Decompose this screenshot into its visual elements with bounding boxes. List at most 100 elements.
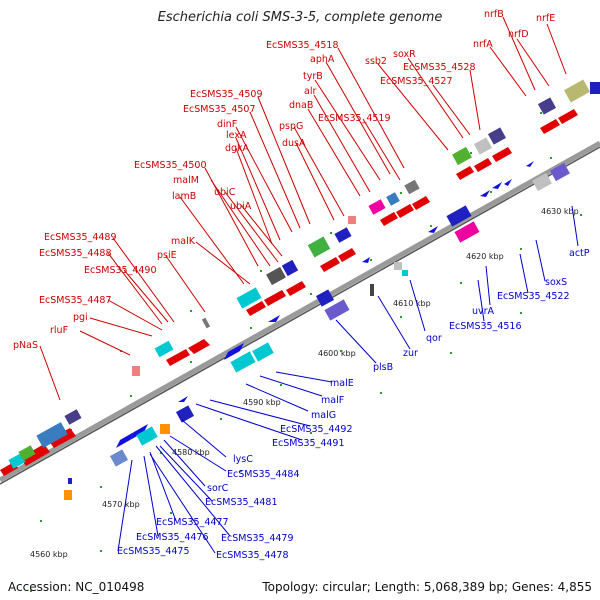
gene-block (452, 146, 472, 166)
gene-arrow (166, 349, 190, 366)
gene-label-dusA: dusA (282, 138, 306, 149)
gene-block (324, 299, 350, 321)
gene-arrow (246, 301, 266, 316)
gene-label-EcSMS35_4509: EcSMS35_4509 (190, 89, 263, 100)
gene-label-soxR: soxR (393, 49, 416, 60)
gene-block (386, 192, 400, 206)
gene-arrow (362, 257, 370, 263)
gene-label-nrfD: nrfD (508, 29, 529, 40)
gene-label-EcSMS35_4481: EcSMS35_4481 (205, 497, 278, 508)
gene-block (590, 82, 600, 94)
gene-block (307, 236, 331, 258)
gene-label-malG: malG (311, 410, 336, 421)
gene-arrow (380, 212, 398, 226)
gene-label-EcSMS35_4507: EcSMS35_4507 (183, 104, 256, 115)
gene-label-EcSMS35_4492: EcSMS35_4492 (280, 424, 353, 435)
gene-block (473, 137, 493, 155)
figure-title: Escherichia coli SMS-3-5, complete genom… (157, 10, 443, 25)
topology-footer: Topology: circular; Length: 5,068,389 bp… (262, 580, 592, 594)
gene-label-EcSMS35_4490: EcSMS35_4490 (84, 265, 157, 276)
gene-block (550, 162, 570, 182)
gene-label-ubiC: ubiC (214, 187, 236, 198)
gene-arrow (116, 432, 134, 448)
forward-strand-genes (0, 79, 600, 476)
gene-label-lamB: lamB (172, 191, 196, 202)
gene-block (402, 270, 408, 276)
gene-label-malF: malF (321, 395, 344, 406)
gene-block (368, 199, 386, 215)
gene-block (36, 422, 68, 448)
genome-backbone (0, 140, 600, 483)
gene-arrow (540, 119, 560, 134)
gene-block (154, 340, 174, 358)
forward-gene-labels: nrfB nrfE nrfD nrfA EcSMS35_4518 soxR ap… (13, 9, 555, 351)
gene-label-EcSMS35_4500: EcSMS35_4500 (134, 160, 207, 171)
gene-label-pspG: pspG (279, 121, 303, 132)
gene-arrow (268, 315, 280, 322)
gene-label-dgkA: dgkA (225, 143, 250, 154)
coord-4570: 4570 kbp (102, 500, 140, 509)
gene-label-pNaS: pNaS (13, 340, 38, 351)
gene-arrow (526, 161, 534, 167)
gene-label-EcSMS35_4475: EcSMS35_4475 (117, 546, 190, 557)
reverse-strand-genes (64, 161, 570, 500)
gene-arrow (20, 444, 50, 466)
gene-label-EcSMS35_4484: EcSMS35_4484 (227, 469, 300, 480)
gene-label-EcSMS35_4476: EcSMS35_4476 (136, 532, 209, 543)
gene-label-EcSMS35_4528: EcSMS35_4528 (403, 62, 476, 73)
gene-label-alr: alr (304, 86, 316, 97)
gene-label-EcSMS35_4518: EcSMS35_4518 (266, 40, 339, 51)
gene-label-EcSMS35_4491: EcSMS35_4491 (272, 438, 345, 449)
gene-arrow (286, 281, 306, 296)
coordinate-labels: 4560 kbp 4570 kbp 4580 kbp 4590 kbp 4600… (30, 207, 579, 559)
gene-label-ubiA: ubiA (230, 201, 252, 212)
gene-block (252, 342, 274, 362)
gene-block (266, 266, 286, 286)
gene-arrow (48, 428, 76, 448)
gene-label-sorC: sorC (207, 483, 229, 494)
gene-label-EcSMS35_4478: EcSMS35_4478 (216, 550, 289, 561)
gene-block (394, 262, 402, 270)
gene-label-EcSMS35_4527: EcSMS35_4527 (380, 76, 453, 87)
gene-label-malM: malM (173, 175, 199, 186)
gene-block (236, 287, 262, 309)
gene-label-pgi: pgi (73, 312, 88, 323)
gene-block (487, 127, 507, 145)
forward-leader-lines (39, 16, 567, 401)
coord-4560: 4560 kbp (30, 550, 68, 559)
gene-label-psiE: psiE (157, 250, 177, 261)
gene-label-actP: actP (569, 248, 590, 259)
genome-backbone-shadow (0, 146, 600, 485)
gene-arrow (558, 109, 578, 124)
gene-block (404, 179, 420, 195)
gene-label-EcSMS35_4489: EcSMS35_4489 (44, 232, 117, 243)
gene-block (136, 426, 158, 446)
coord-4620: 4620 kbp (466, 252, 504, 261)
gene-block (537, 97, 557, 115)
gene-arrow (130, 424, 148, 440)
gene-block (334, 227, 352, 243)
gene-label-EcSMS35_4516: EcSMS35_4516 (449, 321, 522, 332)
gene-block (109, 449, 129, 467)
reverse-leader-lines (117, 205, 579, 554)
gene-arrow (338, 248, 356, 262)
gene-label-lysC: lysC (233, 454, 253, 465)
gene-block (201, 317, 211, 329)
gene-label-tyrB: tyrB (303, 71, 323, 82)
gene-label-nrfA: nrfA (473, 39, 493, 50)
gene-label-nrfE: nrfE (536, 13, 555, 24)
gene-arrow (492, 147, 512, 162)
gene-label-malK: malK (171, 236, 196, 247)
gene-label-dnaB: dnaB (289, 100, 313, 111)
gene-arrow (480, 190, 490, 197)
gene-label-EcSMS35_4479: EcSMS35_4479 (221, 533, 294, 544)
gene-block (230, 351, 256, 373)
gene-label-EcSMS35_4477: EcSMS35_4477 (156, 517, 229, 528)
coord-4610: 4610 kbp (393, 299, 431, 308)
gene-arrow (412, 196, 430, 210)
gene-block (348, 216, 356, 224)
gene-label-plsB: plsB (373, 362, 393, 373)
gene-label-EcSMS35_4488: EcSMS35_4488 (39, 248, 112, 259)
gene-block (64, 490, 72, 500)
